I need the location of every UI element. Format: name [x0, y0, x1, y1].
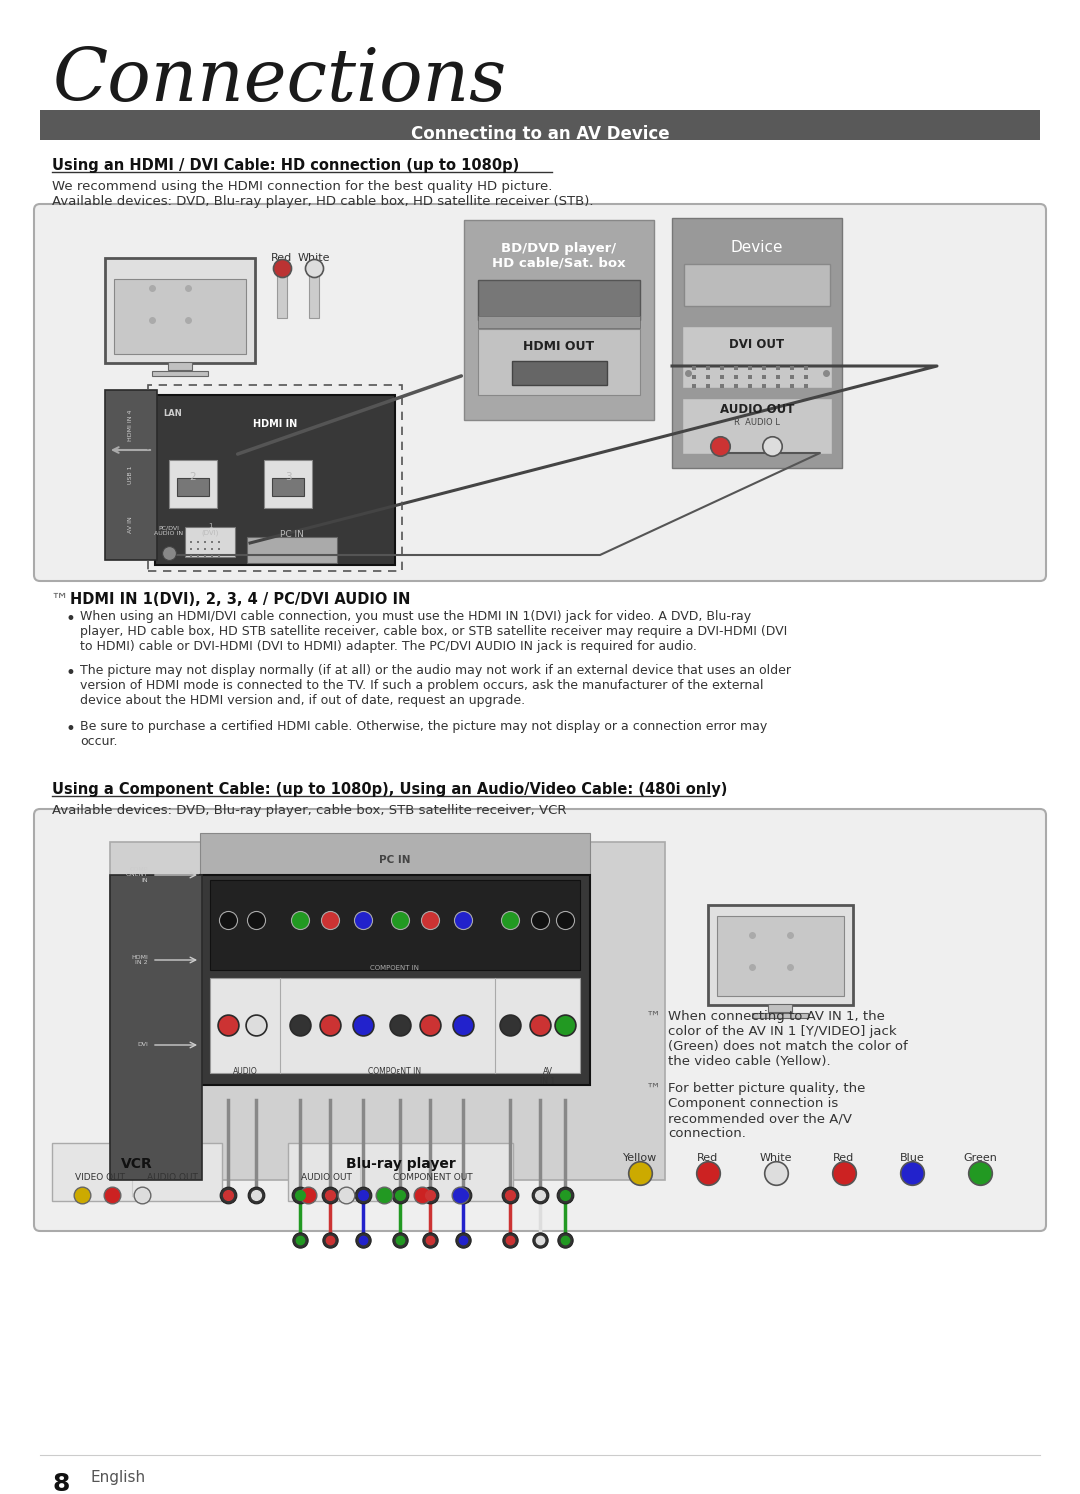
Text: 2: 2	[190, 472, 197, 483]
Text: VIDEO OUT: VIDEO OUT	[75, 1173, 125, 1182]
Bar	[707, 905, 852, 1005]
Text: HDMI IN: HDMI IN	[253, 418, 297, 429]
Bar	[752, 1013, 808, 1017]
Bar	[156, 394, 395, 565]
Text: English: English	[90, 1470, 145, 1485]
FancyBboxPatch shape	[33, 808, 1047, 1231]
Text: We recommend using the HDMI connection for the best quality HD picture.: We recommend using the HDMI connection f…	[52, 179, 552, 193]
Bar	[276, 266, 287, 318]
Text: COMPOΕNT IN: COMPOΕNT IN	[370, 965, 419, 971]
Bar	[177, 478, 210, 496]
Text: When using an HDMI/DVI cable connection, you must use the HDMI IN 1(DVI) jack fo: When using an HDMI/DVI cable connection,…	[80, 610, 787, 653]
Bar	[114, 278, 246, 354]
Text: HD cable/Sat. box: HD cable/Sat. box	[492, 257, 625, 270]
Bar	[200, 875, 590, 1085]
Text: Using a Component Cable: (up to 1080p), Using an Audio/Video Cable: (480i only): Using a Component Cable: (up to 1080p), …	[52, 781, 727, 796]
Text: DVI OUT: DVI OUT	[729, 338, 784, 351]
Text: 1
(DVI): 1 (DVI)	[201, 523, 218, 536]
Text: HDMI OUT: HDMI OUT	[524, 341, 595, 353]
Text: ™: ™	[646, 1082, 661, 1097]
Bar	[681, 397, 832, 454]
Text: Device: Device	[731, 241, 783, 255]
Text: DVI: DVI	[137, 1043, 148, 1047]
Bar	[478, 279, 640, 320]
Text: Available devices: DVD, Blu-ray player, cable box, STB satellite receiver, VCR: Available devices: DVD, Blu-ray player, …	[52, 804, 567, 817]
Bar	[210, 880, 580, 970]
Text: Connecting to an AV Device: Connecting to an AV Device	[410, 125, 670, 143]
Text: Connections: Connections	[52, 45, 507, 115]
Bar	[684, 264, 831, 306]
Bar	[681, 326, 832, 388]
Text: •: •	[65, 663, 75, 681]
Bar	[110, 843, 665, 1180]
Bar	[672, 218, 842, 468]
Text: PC IN: PC IN	[379, 855, 410, 865]
Text: AUDIO OUT: AUDIO OUT	[719, 403, 794, 415]
Text: 8: 8	[52, 1472, 69, 1494]
Text: COMPOεNT IN: COMPOεNT IN	[368, 1067, 421, 1076]
Text: ™: ™	[50, 592, 68, 610]
Text: ™: ™	[646, 1010, 661, 1025]
Text: Blu-ray player: Blu-ray player	[346, 1156, 456, 1171]
Bar	[105, 257, 255, 363]
Text: Be sure to purchase a certified HDMI cable. Otherwise, the picture may not displ: Be sure to purchase a certified HDMI cab…	[80, 720, 767, 748]
Text: AUDIO OUT: AUDIO OUT	[300, 1173, 351, 1182]
Bar	[478, 317, 640, 329]
Text: R  AUDIO L: R AUDIO L	[734, 418, 780, 427]
Text: COMPONENT OUT: COMPONENT OUT	[393, 1173, 473, 1182]
Text: Available devices: DVD, Blu-ray player, HD cable box, HD satellite receiver (STB: Available devices: DVD, Blu-ray player, …	[52, 196, 594, 208]
Bar	[768, 1004, 792, 1011]
Bar	[264, 460, 312, 508]
Text: Red: Red	[698, 1153, 718, 1162]
Bar	[478, 329, 640, 394]
Text: BD/DVD player/: BD/DVD player/	[501, 242, 617, 255]
Text: AV IN: AV IN	[129, 517, 134, 533]
Bar	[52, 1143, 222, 1201]
Bar	[110, 875, 202, 1180]
Bar	[247, 536, 337, 563]
Text: When connecting to AV IN 1, the
color of the AV IN 1 [Y/VIDEO] jack
(Green) does: When connecting to AV IN 1, the color of…	[669, 1010, 908, 1068]
Bar	[288, 1143, 513, 1201]
Text: HDMI
IN 2: HDMI IN 2	[131, 955, 148, 965]
Text: The picture may not display normally (if at all) or the audio may not work if an: The picture may not display normally (if…	[80, 663, 791, 707]
Bar	[168, 460, 217, 508]
Text: Blue: Blue	[900, 1153, 924, 1162]
Text: Red: Red	[834, 1153, 854, 1162]
Bar	[464, 220, 654, 420]
Text: Red: Red	[271, 252, 293, 263]
Text: For better picture quality, the
Component connection is
recommended over the A/V: For better picture quality, the Componen…	[669, 1082, 865, 1140]
Text: White: White	[759, 1153, 793, 1162]
Text: White: White	[298, 252, 330, 263]
Bar	[40, 111, 1040, 140]
Text: Yellow: Yellow	[623, 1153, 657, 1162]
Text: AUDIO: AUDIO	[232, 1067, 257, 1076]
Bar	[512, 362, 607, 385]
Text: HDMI IN 4: HDMI IN 4	[129, 409, 134, 441]
Text: •: •	[65, 610, 75, 627]
Text: PC/DVI
AUDIO IN: PC/DVI AUDIO IN	[154, 524, 184, 536]
Text: USB 1: USB 1	[129, 466, 134, 484]
Bar	[152, 371, 208, 375]
Bar	[148, 385, 402, 571]
Bar	[185, 527, 235, 557]
Bar	[210, 979, 580, 1073]
Text: 3: 3	[285, 472, 292, 483]
Text: LAN: LAN	[163, 409, 181, 418]
Text: HDMI IN 1(DVI), 2, 3, 4 / PC/DVI AUDIO IN: HDMI IN 1(DVI), 2, 3, 4 / PC/DVI AUDIO I…	[70, 592, 410, 607]
Text: COMP
ONENT
IN: COMP ONENT IN	[125, 867, 148, 883]
Bar	[168, 362, 192, 369]
Text: AV
IN 1: AV IN 1	[540, 1067, 555, 1086]
Bar	[200, 834, 590, 875]
Text: Green: Green	[963, 1153, 997, 1162]
Bar	[272, 478, 303, 496]
Bar	[309, 266, 319, 318]
Text: •: •	[65, 720, 75, 738]
Bar	[105, 390, 157, 560]
FancyBboxPatch shape	[33, 205, 1047, 581]
Bar	[716, 916, 843, 996]
Text: PC IN: PC IN	[280, 530, 303, 539]
Text: Using an HDMI / DVI Cable: HD connection (up to 1080p): Using an HDMI / DVI Cable: HD connection…	[52, 158, 519, 173]
Text: VCR: VCR	[121, 1156, 153, 1171]
Text: AUDIO OUT: AUDIO OUT	[147, 1173, 198, 1182]
